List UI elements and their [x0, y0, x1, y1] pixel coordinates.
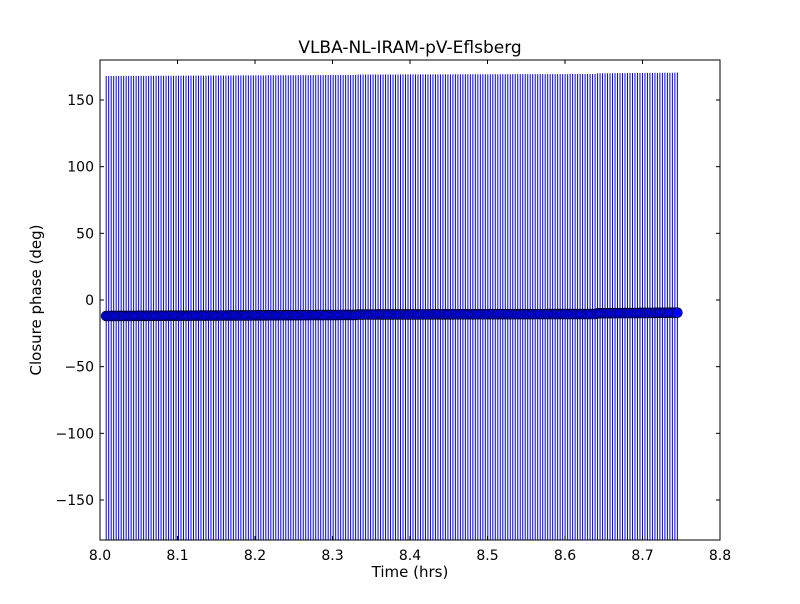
x-tick-label: 8.5 — [476, 548, 498, 564]
x-tick-label: 8.3 — [321, 548, 343, 564]
x-tick-label: 8.8 — [709, 548, 731, 564]
chart-title: VLBA-NL-IRAM-pV-Eflsberg — [298, 38, 521, 58]
x-tick-label: 8.6 — [554, 548, 576, 564]
y-axis-label: Closure phase (deg) — [27, 225, 45, 376]
y-tick-label: 50 — [76, 226, 94, 242]
y-tick-label: 100 — [67, 160, 94, 176]
y-tick-label: −100 — [56, 426, 94, 442]
x-axis-label: Time (hrs) — [371, 563, 449, 581]
plot-marks — [100, 72, 683, 540]
y-tick-label: −150 — [56, 493, 94, 509]
x-tick-label: 8.4 — [399, 548, 421, 564]
y-tick-label: −50 — [64, 360, 94, 376]
x-tick-label: 8.7 — [631, 548, 653, 564]
x-tick-label: 8.2 — [244, 548, 266, 564]
data-point — [672, 307, 683, 318]
x-tick-label: 8.1 — [166, 548, 188, 564]
y-tick-label: 150 — [67, 93, 94, 109]
axis-ticks: 8.0 8.1 8.2 8.3 8.4 8.5 8.6 8.7 8.8 −150 −100 −50 0 5… — [56, 60, 731, 564]
y-tick-label: 0 — [85, 293, 94, 309]
x-tick-label: 8.0 — [89, 548, 111, 564]
